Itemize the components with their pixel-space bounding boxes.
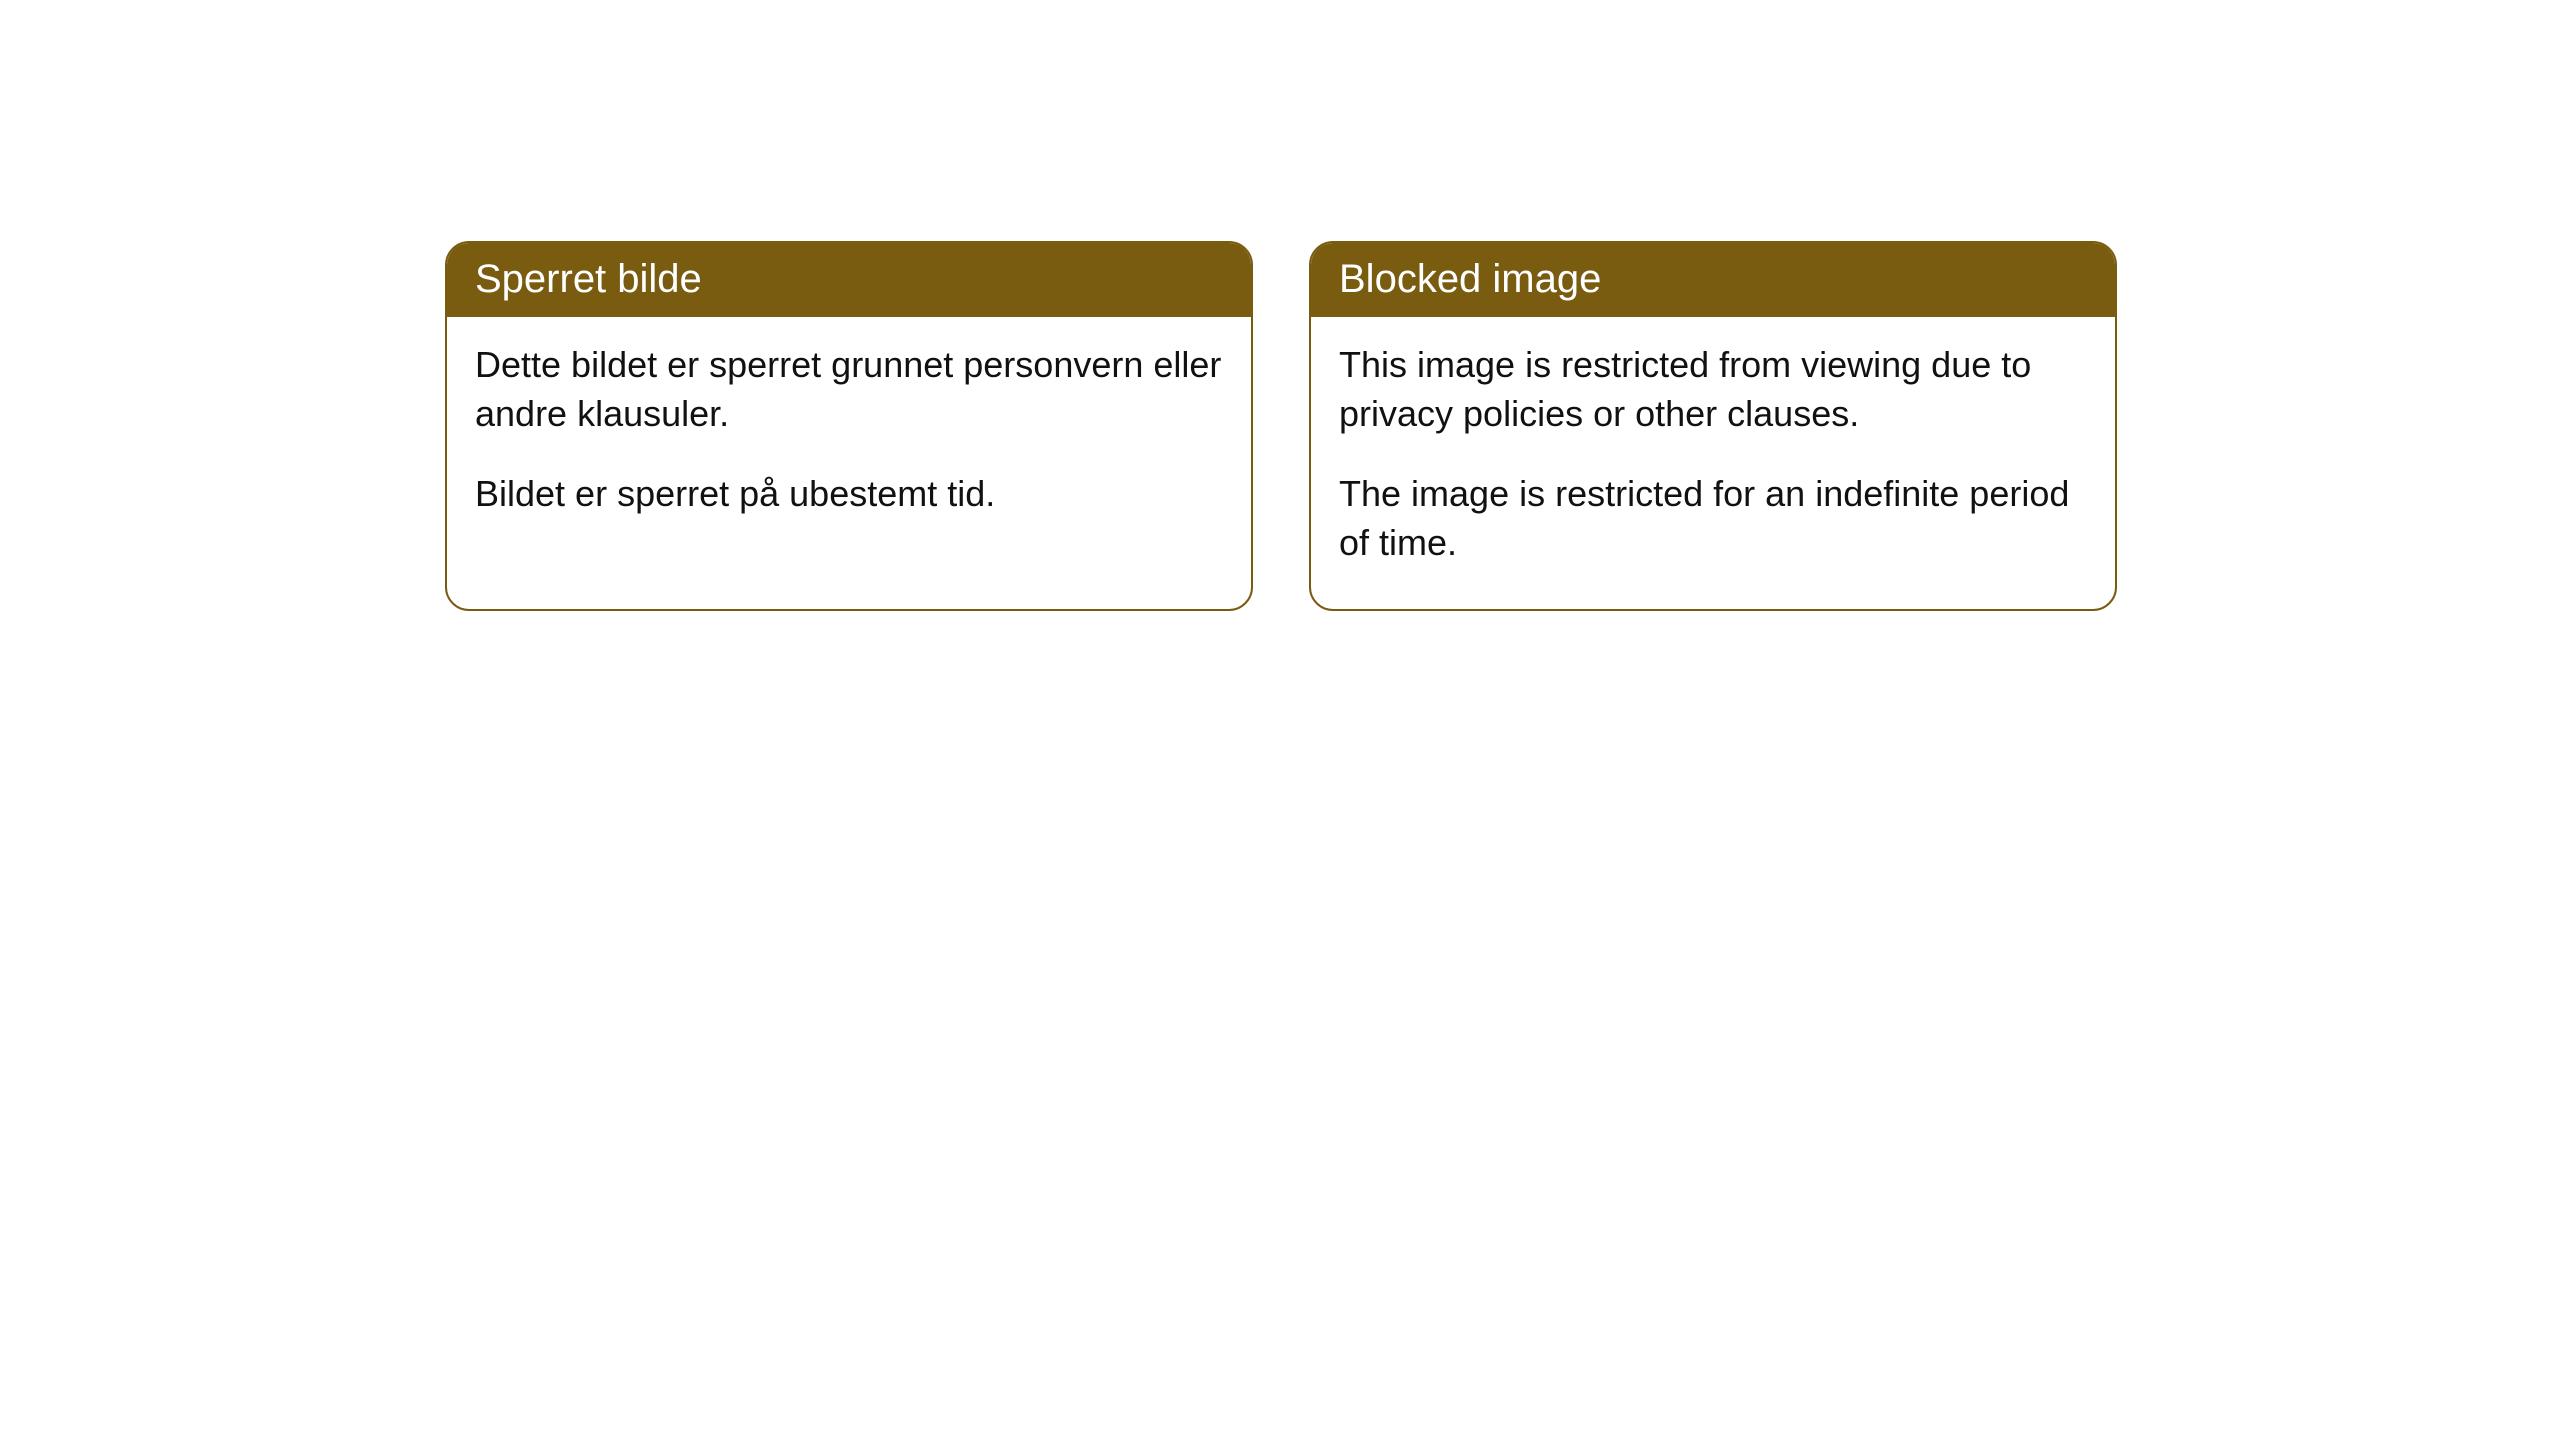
notice-container: Sperret bilde Dette bildet er sperret gr…: [0, 0, 2560, 611]
card-paragraph-1: This image is restricted from viewing du…: [1339, 341, 2087, 438]
card-paragraph-2: The image is restricted for an indefinit…: [1339, 470, 2087, 567]
blocked-image-card-norwegian: Sperret bilde Dette bildet er sperret gr…: [445, 241, 1253, 611]
card-body: Dette bildet er sperret grunnet personve…: [447, 317, 1251, 561]
card-header: Blocked image: [1311, 243, 2115, 317]
card-title: Sperret bilde: [475, 257, 702, 301]
card-header: Sperret bilde: [447, 243, 1251, 317]
card-title: Blocked image: [1339, 257, 1601, 301]
blocked-image-card-english: Blocked image This image is restricted f…: [1309, 241, 2117, 611]
card-paragraph-1: Dette bildet er sperret grunnet personve…: [475, 341, 1223, 438]
card-paragraph-2: Bildet er sperret på ubestemt tid.: [475, 470, 1223, 519]
card-body: This image is restricted from viewing du…: [1311, 317, 2115, 609]
